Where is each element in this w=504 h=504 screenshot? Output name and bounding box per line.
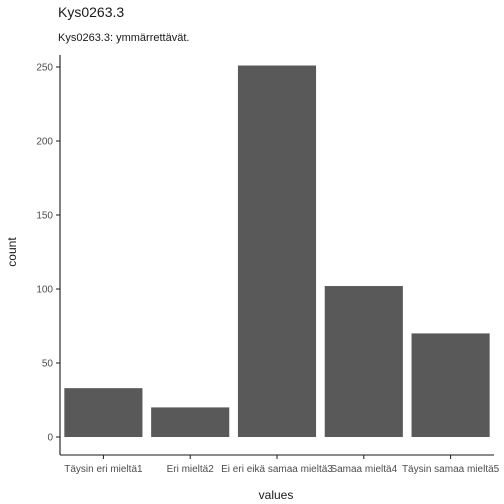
x-tick-label: Täysin eri mieltä1 bbox=[64, 464, 143, 475]
x-tick-label: Samaa mieltä4 bbox=[330, 464, 397, 475]
chart-subtitle: Kys0263.3: ymmärrettävät. bbox=[58, 32, 190, 44]
chart-title: Kys0263.3 bbox=[58, 4, 125, 20]
y-tick-label: 100 bbox=[36, 285, 53, 296]
y-axis-title: count bbox=[5, 237, 19, 267]
y-tick-label: 250 bbox=[36, 63, 53, 74]
x-tick-label: Eri mieltä2 bbox=[167, 464, 215, 475]
x-tick-label: Täysin samaa mieltä5 bbox=[402, 464, 500, 475]
y-tick-label: 0 bbox=[47, 433, 53, 444]
y-tick-label: 50 bbox=[42, 359, 54, 370]
y-tick-label: 150 bbox=[36, 211, 53, 222]
bar-2 bbox=[151, 407, 230, 437]
bar-5 bbox=[411, 333, 490, 437]
bar-3 bbox=[237, 65, 317, 438]
y-tick-label: 200 bbox=[36, 137, 53, 148]
bar-1 bbox=[64, 388, 143, 437]
bars-group bbox=[64, 65, 490, 438]
bar-4 bbox=[324, 286, 403, 437]
axes-group: Täysin eri mieltä1 Eri mieltä2 Ei eri eikä… bbox=[36, 55, 500, 475]
x-tick-label: Ei eri eikä samaa mieltä3 bbox=[221, 464, 333, 475]
x-axis-title: values bbox=[259, 488, 294, 502]
